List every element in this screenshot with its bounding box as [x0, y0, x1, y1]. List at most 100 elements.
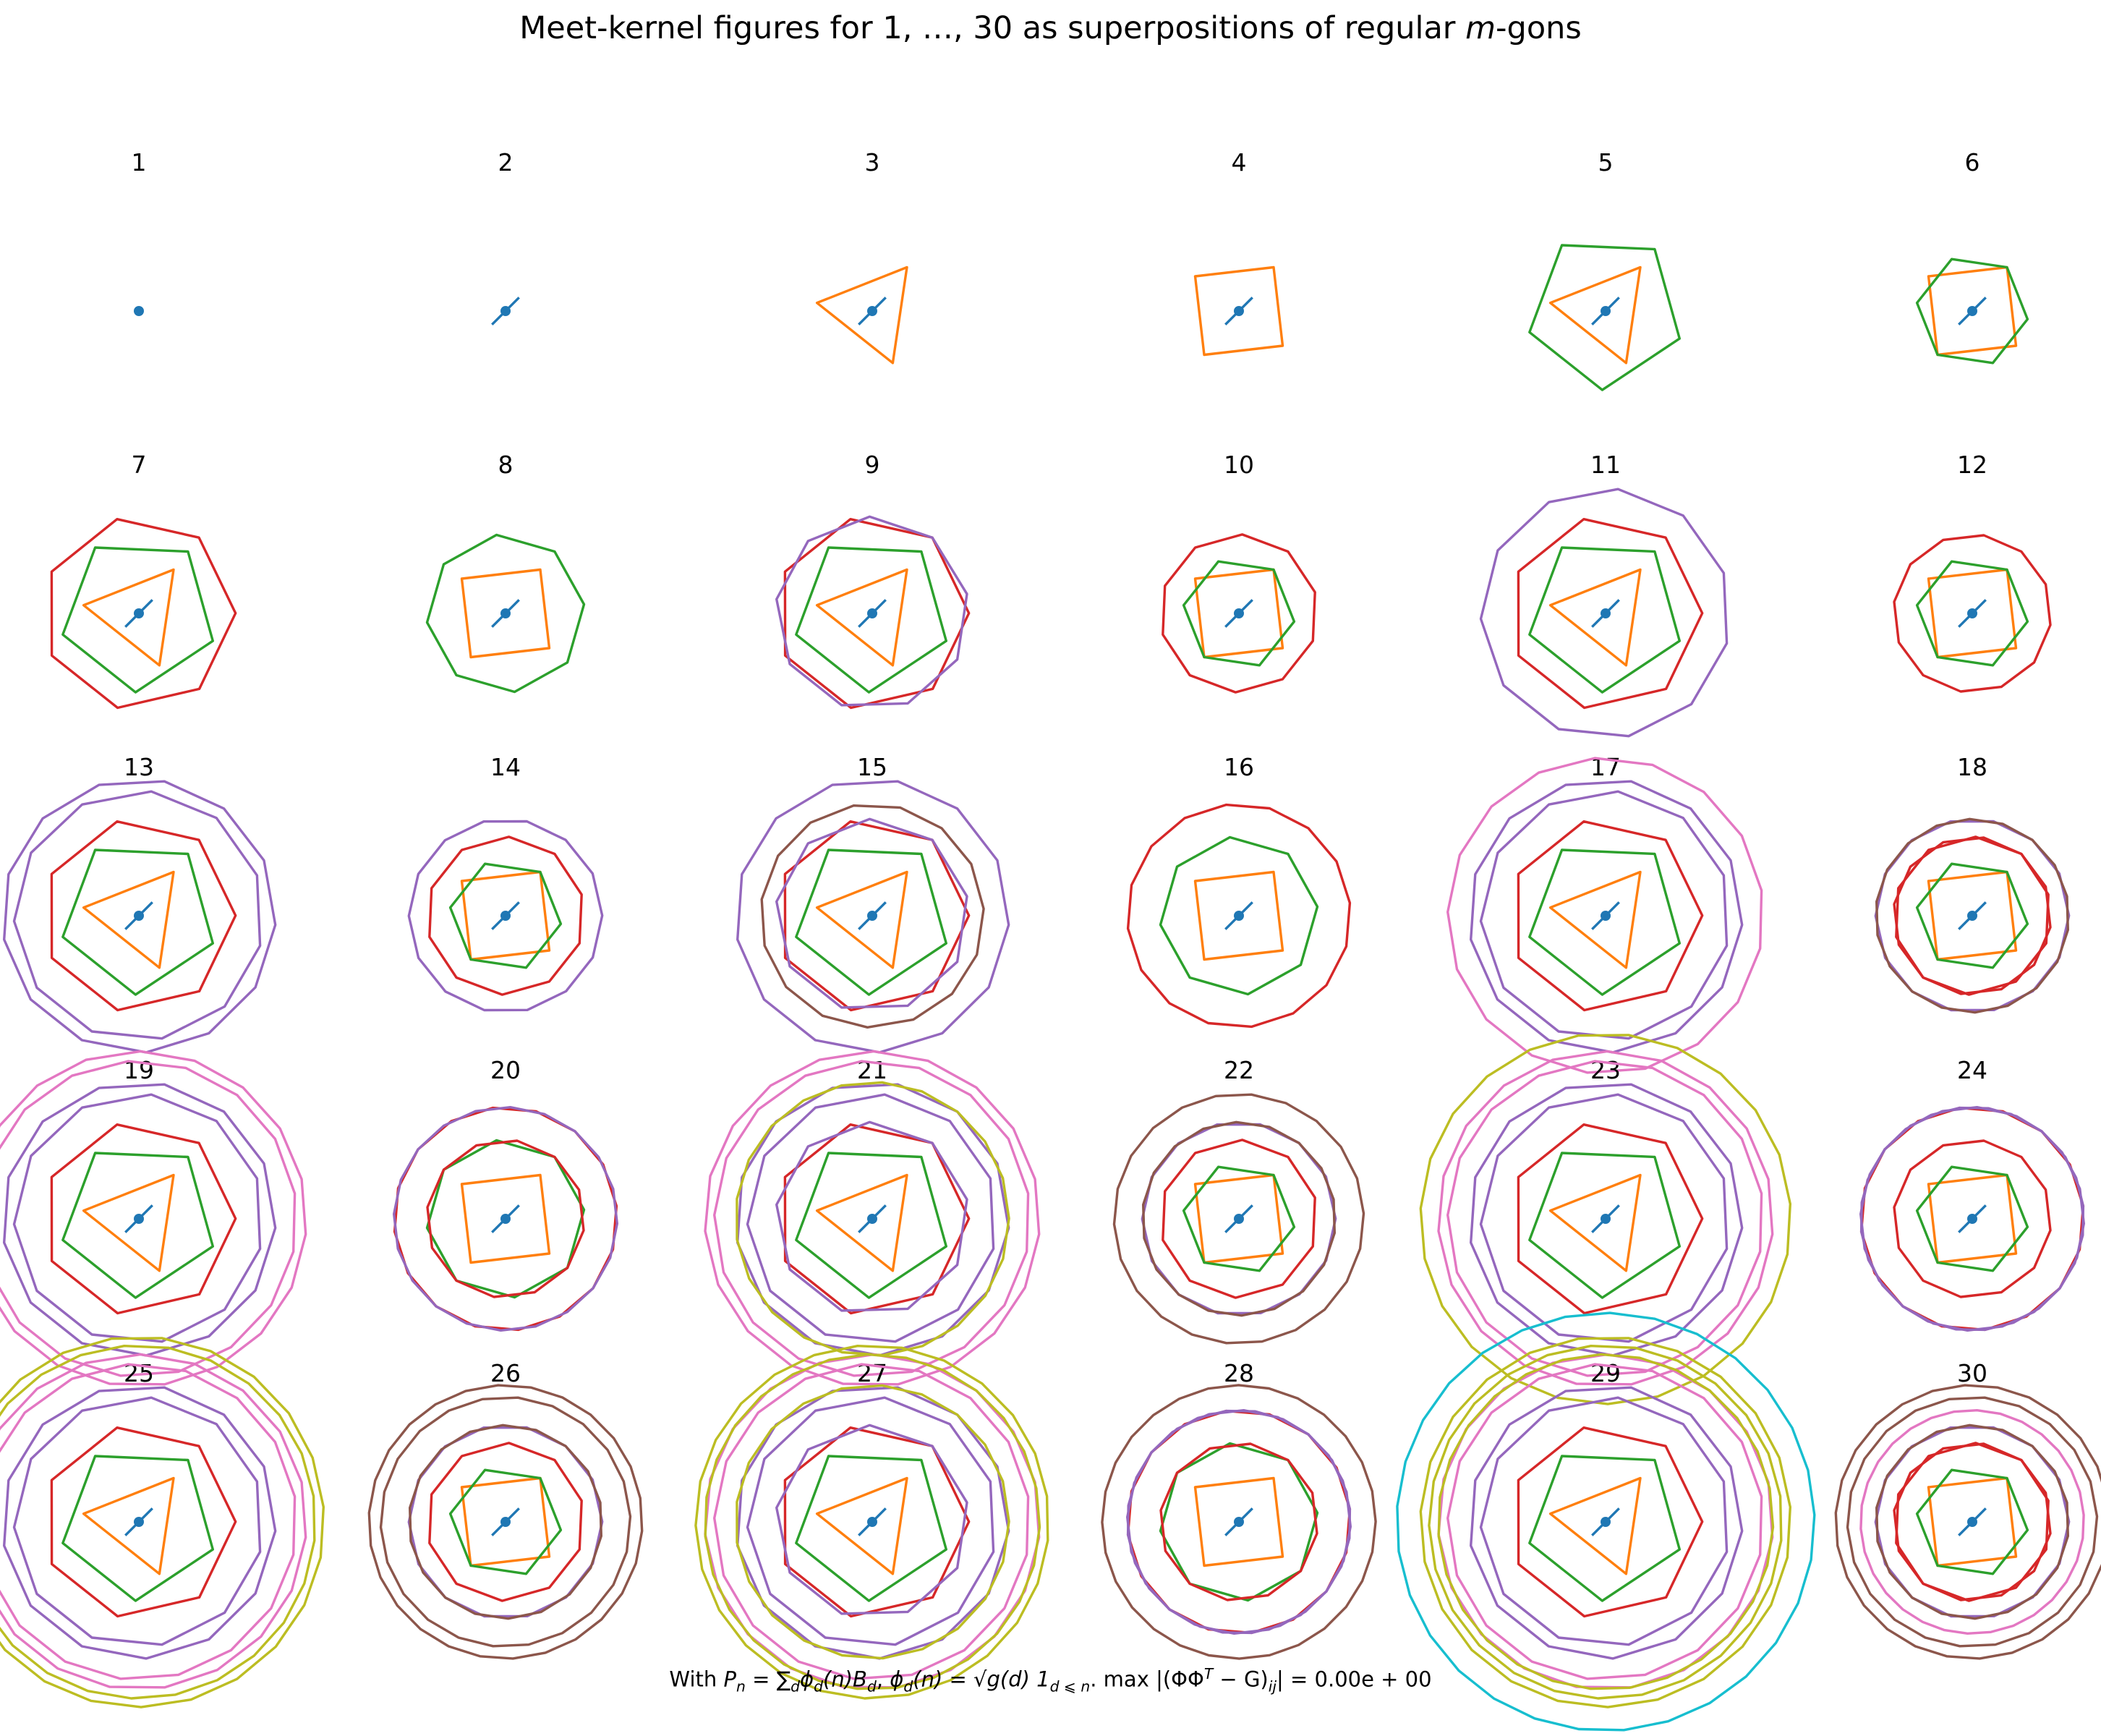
gon-12-polygon: [1893, 534, 2052, 693]
gon-13-polygon: [1469, 780, 1744, 1054]
panel-label: 26: [490, 1359, 521, 1387]
footer-phi: ϕ: [800, 1667, 814, 1692]
gon-18-polygon: [1875, 817, 2070, 1014]
gon-26-polygon: [367, 1384, 644, 1660]
gon-7-polygon: [1517, 820, 1704, 1012]
gon-5-polygon: [795, 546, 948, 694]
panel-29: 29: [1396, 1311, 1816, 1732]
gon-2-segment: [1958, 1204, 1987, 1233]
panel-1: 1: [132, 148, 147, 316]
panel-label: 12: [1957, 451, 1987, 479]
footer-formula: With Pn = ∑dϕd(n)Bd, ϕd(n) = √g(d) 1d ⩽ …: [0, 1665, 2101, 1695]
gon-2-segment: [1224, 599, 1253, 628]
gon-6-polygon: [1915, 862, 2029, 969]
title-suffix: -gons: [1496, 10, 1582, 46]
gon-13-polygon: [2, 1083, 277, 1357]
footer-phi2: ϕ: [890, 1667, 904, 1692]
gon-14-polygon: [407, 820, 604, 1012]
gon-2-segment: [124, 599, 153, 628]
gon-7-polygon: [1517, 1426, 1704, 1618]
gon-3-polygon: [82, 1476, 175, 1575]
gon-4-polygon: [460, 568, 551, 659]
gon-22-polygon: [1846, 1396, 2099, 1648]
title-italic-m: m: [1465, 10, 1496, 46]
gon-5-polygon: [1528, 848, 1682, 996]
panel-16: 16: [1126, 753, 1352, 1029]
gon-2-segment: [491, 297, 520, 326]
panel-23: 23: [1419, 1034, 1792, 1405]
gon-2-segment: [1224, 1507, 1253, 1536]
gon-11-polygon: [1479, 1396, 1729, 1646]
gon-3-polygon: [815, 1173, 908, 1272]
gon-11-polygon: [1479, 790, 1729, 1040]
gon-2-segment: [858, 599, 887, 628]
footer-phi-sub: d: [814, 1677, 824, 1695]
footer-sum-sub: d: [790, 1677, 801, 1695]
gon-4-polygon: [1193, 1476, 1284, 1567]
gon-8-polygon: [425, 533, 586, 694]
gon-20-polygon: [393, 1105, 618, 1332]
gon-7-polygon: [1517, 518, 1704, 710]
gon-3-polygon: [82, 1173, 175, 1272]
gon-10-polygon: [428, 1442, 583, 1602]
gon-11-polygon: [746, 1093, 995, 1343]
gon-3-polygon: [815, 265, 908, 365]
footer-n-part: (n)B: [823, 1667, 867, 1692]
gon-13-polygon: [2, 780, 277, 1054]
gon-2-segment: [1591, 1204, 1620, 1233]
gon-3-polygon: [1548, 265, 1642, 365]
gon-16-polygon: [1126, 803, 1352, 1029]
panel-label: 24: [1957, 1056, 1987, 1084]
panel-label: 9: [865, 451, 880, 479]
footer-result: | = 0.00e + 00: [1277, 1667, 1432, 1692]
gon-17-polygon: [1446, 1363, 1763, 1680]
gon-2-segment: [1958, 1507, 1987, 1536]
gon-4-polygon: [1193, 265, 1284, 357]
title-text: Meet-kernel figures for 1, …, 30 as supe…: [519, 10, 1466, 46]
panel-label: 8: [498, 451, 513, 479]
panel-label: 10: [1224, 451, 1254, 479]
gon-7-polygon: [50, 820, 237, 1012]
gon-3-polygon: [82, 870, 175, 969]
panel-11: 11: [1479, 451, 1729, 738]
panel-5: 5: [1528, 148, 1682, 391]
gon-5-polygon: [795, 848, 948, 996]
gon-2-segment: [491, 599, 520, 628]
gon-25-polygon: [694, 1344, 1049, 1700]
gon-7-polygon: [50, 1426, 237, 1618]
footer-pn-sub: n: [736, 1677, 746, 1695]
panel-label: 1: [132, 148, 147, 176]
panel-label: 5: [1598, 148, 1614, 176]
gon-7-polygon: [1517, 1123, 1704, 1315]
gon-12-polygon: [1893, 836, 2052, 995]
gon-12-polygon: [426, 1139, 585, 1298]
gon-2-segment: [491, 1507, 520, 1536]
gon-9-polygon: [775, 817, 968, 1009]
gon-5-polygon: [1528, 546, 1682, 694]
gon-4-polygon: [460, 1173, 551, 1264]
gon-5-polygon: [795, 1152, 948, 1299]
gon-10-polygon: [1162, 533, 1316, 694]
panel-label: 28: [1224, 1359, 1254, 1387]
panel-4: 4: [1193, 148, 1284, 357]
footer-with: With: [669, 1667, 724, 1692]
gon-23-polygon: [1419, 1034, 1792, 1405]
gon-3-polygon: [82, 568, 175, 667]
gon-27-polygon: [1437, 1353, 1775, 1690]
gon-26-polygon: [1834, 1384, 2101, 1660]
gon-19-polygon: [1437, 1050, 1774, 1386]
gon-3-polygon: [815, 1476, 908, 1575]
gon-2-segment: [124, 1507, 153, 1536]
gon-2-segment: [1958, 599, 1987, 628]
gon-7-polygon: [50, 1123, 237, 1315]
panel-17: 17: [1446, 753, 1763, 1074]
gon-6-polygon: [448, 1468, 563, 1575]
panel-3: 3: [815, 148, 908, 365]
gon-6-polygon: [1915, 560, 2029, 667]
panel-25: 25: [0, 1337, 325, 1709]
gon-1-point: [134, 306, 144, 316]
panel-19: 19: [0, 1050, 307, 1386]
gon-6-polygon: [1182, 560, 1296, 667]
gon-6-polygon: [1915, 258, 2029, 365]
